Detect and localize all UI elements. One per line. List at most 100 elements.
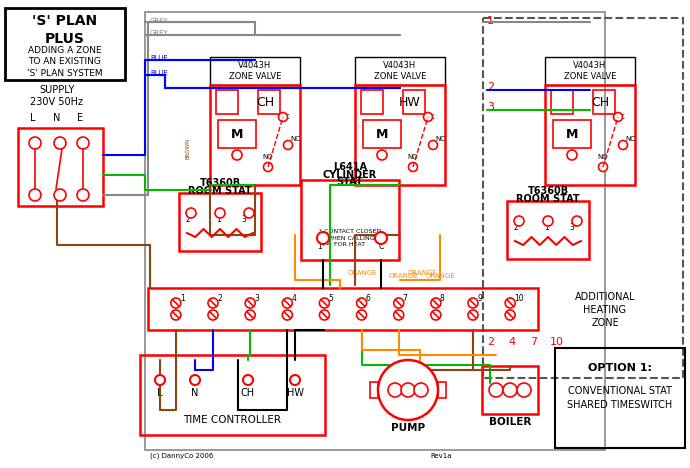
Text: M: M (566, 127, 578, 140)
Circle shape (468, 310, 478, 320)
Text: 2: 2 (186, 215, 190, 224)
Bar (355, 85, 445, 185)
Circle shape (489, 383, 503, 397)
Circle shape (77, 189, 89, 201)
Text: E: E (77, 113, 83, 123)
Text: 2: 2 (513, 223, 518, 232)
Text: CONVENTIONAL STAT
SHARED TIMESWITCH: CONVENTIONAL STAT SHARED TIMESWITCH (567, 386, 673, 410)
Text: CH: CH (256, 95, 274, 109)
Text: 2: 2 (487, 337, 494, 347)
Circle shape (424, 112, 433, 122)
Text: (c) DannyCo 2006: (c) DannyCo 2006 (150, 453, 213, 459)
Circle shape (388, 383, 402, 397)
Text: 7: 7 (403, 294, 408, 303)
Circle shape (319, 298, 329, 308)
Circle shape (29, 189, 41, 201)
Circle shape (190, 375, 200, 385)
Text: PUMP: PUMP (391, 423, 425, 433)
Text: Rev1a: Rev1a (430, 453, 451, 459)
Text: V4043H
ZONE VALVE: V4043H ZONE VALVE (374, 61, 426, 81)
Text: TIME CONTROLLER: TIME CONTROLLER (184, 415, 282, 425)
Text: NO: NO (262, 154, 273, 160)
Text: N: N (53, 113, 61, 123)
Text: 1: 1 (180, 294, 185, 303)
Circle shape (468, 298, 478, 308)
Circle shape (431, 298, 441, 308)
Bar (593, 90, 615, 114)
Bar (216, 90, 238, 114)
Bar (179, 193, 261, 251)
Text: SUPPLY
230V 50Hz: SUPPLY 230V 50Hz (30, 85, 83, 107)
Text: NC: NC (290, 136, 300, 142)
Text: 1: 1 (487, 16, 494, 26)
Circle shape (29, 137, 41, 149)
Circle shape (505, 310, 515, 320)
Circle shape (215, 208, 225, 218)
Text: NO: NO (407, 154, 417, 160)
Text: STAT: STAT (337, 177, 364, 187)
Text: BLUE: BLUE (150, 70, 168, 76)
Circle shape (517, 383, 531, 397)
Text: N: N (191, 388, 199, 398)
Bar (363, 120, 401, 148)
Text: 3*: 3* (241, 215, 250, 224)
Text: M: M (376, 127, 388, 140)
Circle shape (375, 232, 387, 244)
Bar (555, 348, 685, 448)
Text: N: N (493, 386, 499, 395)
Circle shape (377, 150, 387, 160)
Circle shape (186, 208, 196, 218)
Circle shape (394, 298, 404, 308)
Text: 3*: 3* (570, 223, 578, 232)
Text: 8: 8 (440, 294, 444, 303)
Circle shape (244, 208, 254, 218)
Circle shape (155, 375, 165, 385)
Text: 1*°: 1*° (317, 242, 329, 251)
Text: OPTION 1:: OPTION 1: (588, 363, 652, 373)
Text: E: E (406, 386, 411, 395)
Circle shape (543, 216, 553, 226)
Text: 5: 5 (328, 294, 333, 303)
Circle shape (282, 298, 293, 308)
Text: NC: NC (625, 136, 635, 142)
Text: 4: 4 (291, 294, 296, 303)
Circle shape (54, 189, 66, 201)
Text: BLUE: BLUE (150, 55, 168, 61)
Text: * CONTACT CLOSED
WHEN CALLING
FOR HEAT: * CONTACT CLOSED WHEN CALLING FOR HEAT (319, 229, 381, 247)
Text: C: C (285, 114, 290, 120)
Circle shape (414, 383, 428, 397)
Text: ORANGE: ORANGE (408, 270, 437, 276)
Bar (210, 85, 300, 185)
Bar (483, 18, 683, 378)
Text: ADDITIONAL
HEATING
ZONE: ADDITIONAL HEATING ZONE (575, 292, 635, 328)
Circle shape (598, 162, 607, 171)
Circle shape (572, 216, 582, 226)
Text: CH: CH (241, 388, 255, 398)
Circle shape (567, 150, 577, 160)
Text: 2: 2 (487, 82, 494, 92)
Text: 'S' PLAN
PLUS: 'S' PLAN PLUS (32, 14, 97, 46)
Text: V4043H
ZONE VALVE: V4043H ZONE VALVE (229, 61, 282, 81)
Circle shape (428, 140, 437, 149)
Text: L: L (522, 386, 526, 395)
Text: ADDING A ZONE
TO AN EXISTING
'S' PLAN SYSTEM: ADDING A ZONE TO AN EXISTING 'S' PLAN SY… (27, 46, 103, 78)
Text: 6: 6 (366, 294, 371, 303)
Text: BOILER: BOILER (489, 417, 531, 427)
Text: C: C (378, 242, 384, 251)
Circle shape (613, 112, 622, 122)
Circle shape (357, 310, 366, 320)
Text: 3: 3 (254, 294, 259, 303)
Text: 3: 3 (487, 102, 494, 112)
Text: CYLINDER: CYLINDER (323, 170, 377, 180)
Circle shape (505, 298, 515, 308)
Text: L: L (419, 386, 423, 395)
Circle shape (401, 383, 415, 397)
Text: GREY: GREY (150, 30, 169, 36)
Bar (258, 90, 280, 114)
Text: GREY: GREY (150, 18, 169, 24)
Circle shape (282, 310, 293, 320)
Circle shape (243, 375, 253, 385)
Bar (210, 57, 300, 85)
Text: BROWN: BROWN (185, 138, 190, 159)
Text: 1: 1 (217, 215, 221, 224)
